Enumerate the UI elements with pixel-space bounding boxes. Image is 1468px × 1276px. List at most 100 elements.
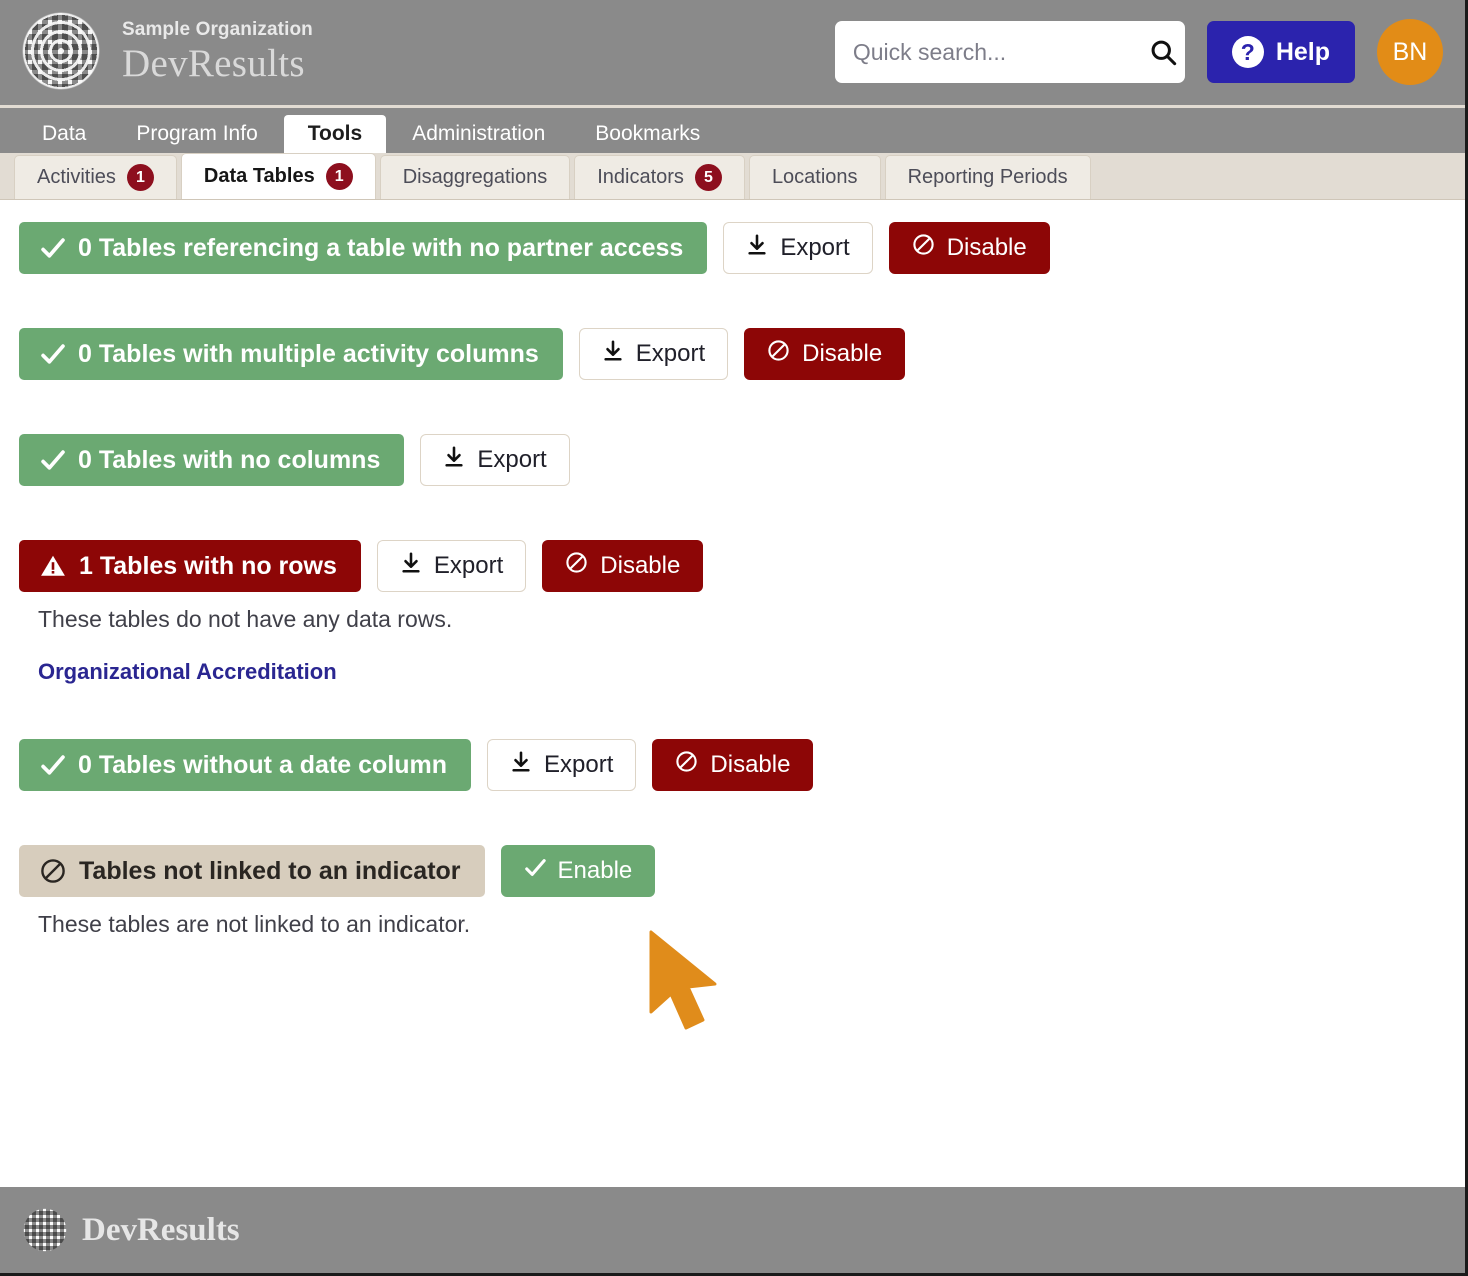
diagnostic-row: 0 Tables referencing a table with no par… (0, 222, 1465, 274)
nav-item-bookmarks[interactable]: Bookmarks (595, 122, 701, 145)
tab-data-tables-label: Data Tables (203, 165, 315, 187)
row-spacer (0, 388, 1465, 434)
globe-icon (22, 1207, 68, 1253)
export-button[interactable]: Export (376, 540, 527, 592)
status-badge-label: 0 Tables with no columns (78, 445, 381, 474)
quick-search[interactable] (834, 21, 1185, 83)
check-icon (40, 448, 65, 473)
tab-indicators-badge: 5 (694, 164, 722, 191)
tab-locations[interactable]: Locations (748, 155, 881, 199)
disabled-circle-icon (675, 750, 698, 780)
disable-button[interactable]: Disable (888, 222, 1050, 274)
disable-button-label: Disable (600, 552, 681, 579)
diagnostics-tabs: Activities 1 Data Tables 1 Disaggregatio… (0, 151, 1465, 200)
export-button-label: Export (477, 446, 547, 473)
disabled-circle-icon (767, 339, 790, 369)
tab-indicators-label: Indicators (597, 166, 684, 188)
tab-data-tables-badge: 1 (325, 163, 353, 190)
status-badge: Tables not linked to an indicator (19, 845, 485, 897)
diagnostic-result-link[interactable]: Organizational Accreditation (38, 659, 337, 684)
footer-product-name: DevResults (82, 1211, 240, 1248)
main-navigation: Data Program Info Tools Administration B… (0, 108, 1465, 153)
search-input[interactable] (852, 38, 1149, 66)
row-spacer (0, 494, 1465, 540)
help-button-label: Help (1275, 37, 1330, 66)
export-button-label: Export (780, 234, 850, 261)
status-badge: 0 Tables referencing a table with no par… (19, 222, 708, 274)
status-badge: 0 Tables with no columns (19, 434, 405, 486)
tab-reporting-periods-label: Reporting Periods (907, 166, 1068, 188)
help-button[interactable]: ? Help (1206, 21, 1355, 83)
brand-block[interactable]: Sample Organization DevResults (0, 0, 313, 94)
export-button-label: Export (433, 552, 504, 579)
status-badge-label: 0 Tables without a date column (78, 750, 448, 779)
export-button[interactable]: Export (723, 222, 873, 274)
nav-item-data[interactable]: Data (42, 122, 87, 145)
disabled-circle-icon (40, 858, 66, 884)
app-footer: DevResults (0, 1187, 1465, 1273)
tab-activities-label: Activities (37, 166, 116, 188)
row-spacer (0, 799, 1465, 845)
row-spacer (0, 282, 1465, 328)
diagnostic-row: Tables not linked to an indicator Enable (0, 845, 1465, 897)
disable-button[interactable]: Disable (652, 739, 814, 791)
check-icon (524, 857, 546, 886)
diagnostics-list: 0 Tables referencing a table with no par… (0, 200, 1465, 1140)
download-icon (510, 751, 532, 780)
export-button[interactable]: Export (487, 739, 637, 791)
diagnostic-row: 1 Tables with no rows Export Disable (0, 540, 1465, 592)
disable-button-label: Disable (802, 340, 883, 367)
product-name: DevResults (122, 41, 305, 85)
export-button-label: Export (635, 340, 706, 367)
row-spacer (0, 691, 1465, 739)
download-icon (400, 552, 422, 581)
avatar[interactable]: BN (1377, 19, 1443, 85)
export-button[interactable]: Export (578, 328, 729, 380)
globe-icon (18, 8, 104, 94)
diagnostic-row: 0 Tables with no columns Export (0, 434, 1465, 486)
tab-reporting-periods[interactable]: Reporting Periods (884, 155, 1091, 199)
tab-activities[interactable]: Activities 1 (14, 155, 177, 199)
status-badge: 0 Tables with multiple activity columns (19, 328, 563, 380)
check-icon (40, 342, 65, 367)
search-icon[interactable] (1149, 38, 1177, 66)
disabled-circle-icon (912, 233, 935, 263)
status-badge-label: 0 Tables with multiple activity columns (78, 339, 539, 368)
app-header: Sample Organization DevResults ? Help BN (0, 0, 1465, 105)
disable-button[interactable]: Disable (744, 328, 906, 380)
check-icon (40, 753, 65, 778)
organization-name: Sample Organization (122, 18, 313, 40)
diagnostic-note: These tables are not linked to an indica… (38, 911, 471, 937)
status-badge-label: Tables not linked to an indicator (79, 856, 461, 885)
tab-indicators[interactable]: Indicators 5 (574, 155, 745, 199)
diagnostic-note: These tables do not have any data rows. (38, 606, 453, 632)
header-actions: ? Help BN (834, 19, 1443, 85)
disabled-circle-icon (565, 551, 588, 581)
export-button[interactable]: Export (420, 434, 570, 486)
enable-button[interactable]: Enable (500, 845, 656, 897)
question-circle-icon: ? (1231, 36, 1264, 68)
download-icon (602, 340, 624, 369)
warning-triangle-icon (40, 553, 66, 579)
tab-data-tables[interactable]: Data Tables 1 (180, 153, 376, 199)
tab-disaggregations-label: Disaggregations (402, 166, 548, 188)
status-badge: 0 Tables without a date column (19, 739, 472, 791)
status-badge-label: 0 Tables referencing a table with no par… (78, 233, 684, 262)
enable-button-label: Enable (557, 857, 633, 884)
diagnostic-row: 0 Tables without a date column Export Di… (0, 739, 1465, 791)
tab-locations-label: Locations (771, 166, 858, 188)
status-badge-label: 1 Tables with no rows (79, 551, 337, 580)
export-button-label: Export (544, 751, 614, 778)
nav-item-program-info[interactable]: Program Info (136, 122, 258, 145)
nav-item-administration[interactable]: Administration (412, 122, 546, 145)
nav-item-tools[interactable]: Tools (283, 115, 387, 153)
disable-button-label: Disable (946, 234, 1027, 261)
status-badge: 1 Tables with no rows (19, 540, 361, 592)
check-icon (40, 236, 65, 261)
diagnostic-row: 0 Tables with multiple activity columns … (0, 328, 1465, 380)
disable-button[interactable]: Disable (542, 540, 704, 592)
disable-button-label: Disable (710, 751, 791, 778)
download-icon (443, 446, 465, 475)
tab-disaggregations[interactable]: Disaggregations (379, 155, 571, 199)
